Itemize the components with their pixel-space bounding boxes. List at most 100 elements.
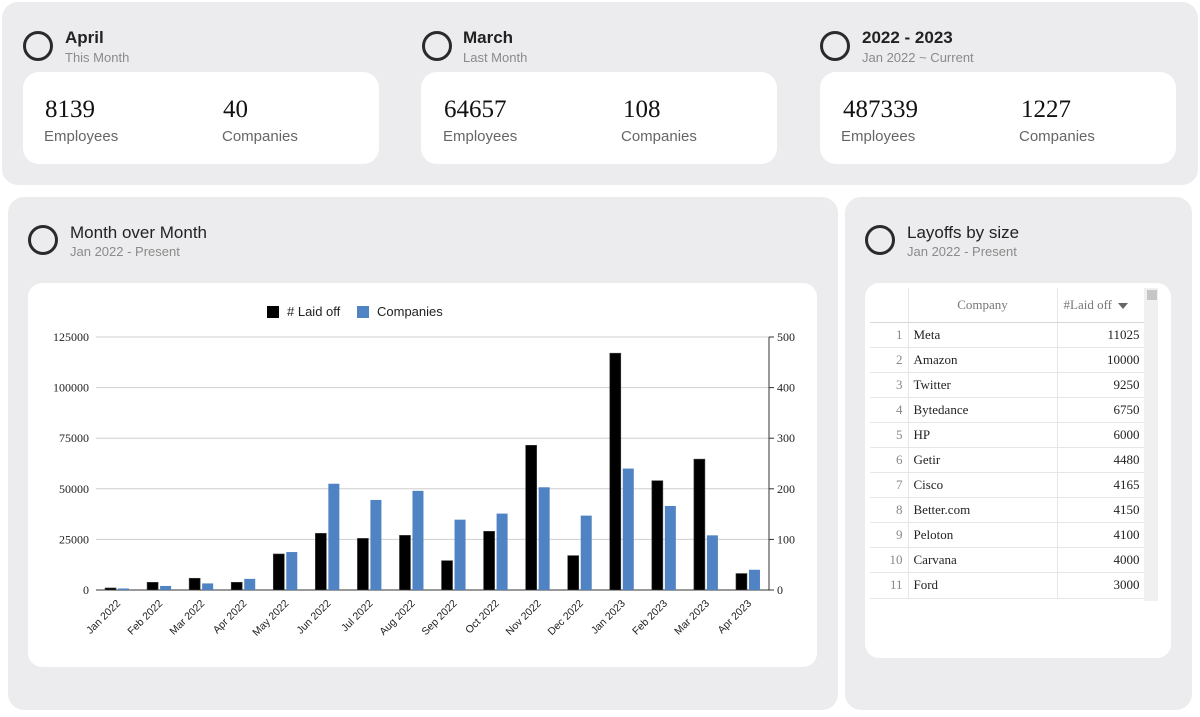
x-tick-label: Sep 2022 <box>419 598 459 638</box>
row-company: Amazon <box>908 347 1058 373</box>
year-companies-label: Companies <box>1019 128 1095 145</box>
table-row[interactable]: 1 Meta 11025 <box>870 322 1145 348</box>
x-tick-label: Apr 2022 <box>211 598 250 637</box>
year-title: 2022 - 2023 <box>862 28 953 47</box>
march-title: March <box>463 28 514 47</box>
y-left-tick-label: 50000 <box>59 482 89 496</box>
table-row[interactable]: 5 HP 6000 <box>870 422 1145 448</box>
row-laid-off: 6000 <box>1057 422 1145 448</box>
row-laid-off: 11025 <box>1057 322 1145 348</box>
companies-bar <box>370 499 382 590</box>
march-employees-value: 64657 <box>444 96 507 123</box>
table-scrollbar-thumb[interactable] <box>1147 290 1157 300</box>
size-table-card: Company #Laid off 1 Meta 11025 2 Amazon 10000… <box>865 283 1171 658</box>
index-column-header <box>870 288 909 323</box>
row-laid-off: 4150 <box>1057 497 1145 524</box>
row-laid-off: 4100 <box>1057 522 1145 549</box>
row-company: Cisco <box>908 472 1058 499</box>
table-row[interactable]: 3 Twitter 9250 <box>870 372 1145 398</box>
table-row[interactable]: 10 Carvana 4000 <box>870 547 1145 574</box>
row-index: 2 <box>870 347 909 373</box>
row-company: HP <box>908 422 1058 448</box>
row-laid-off: 6750 <box>1057 397 1145 423</box>
march-companies-label: Companies <box>621 128 697 145</box>
year-employees-value: 487339 <box>843 96 918 123</box>
march-card <box>421 72 777 164</box>
year-circle-icon <box>820 31 850 61</box>
legend-companies-swatch <box>357 306 369 318</box>
row-company: Getir <box>908 447 1058 474</box>
laid-off-bar <box>693 458 706 591</box>
x-tick-label: Jan 2023 <box>589 598 628 637</box>
companies-bar <box>202 583 214 590</box>
companies-bar <box>118 588 130 590</box>
x-tick-label: Oct 2022 <box>463 598 502 637</box>
size-title: Layoffs by size <box>907 223 1020 242</box>
companies-bar <box>454 519 466 590</box>
row-company: Twitter <box>908 372 1058 398</box>
row-laid-off: 9250 <box>1057 372 1145 398</box>
size-circle-icon <box>865 225 895 255</box>
size-subtitle: Jan 2022 - Present <box>907 244 1017 259</box>
year-subtitle: Jan 2022 ~ Current <box>862 50 974 65</box>
table-row[interactable]: 2 Amazon 10000 <box>870 347 1145 373</box>
year-card <box>820 72 1176 164</box>
laid-off-bar <box>525 444 537 591</box>
laid-off-bar <box>357 538 369 591</box>
x-tick-label: Feb 2023 <box>630 598 670 638</box>
laid-off-bar <box>146 582 159 591</box>
table-row[interactable]: 4 Bytedance 6750 <box>870 397 1145 423</box>
company-column-header[interactable]: Company <box>908 288 1058 323</box>
year-companies-value: 1227 <box>1021 96 1071 123</box>
y-left-tick-label: 0 <box>83 583 89 597</box>
companies-bar <box>748 569 760 590</box>
x-tick-label: Jul 2022 <box>339 598 376 635</box>
march-circle-icon <box>422 31 452 61</box>
x-tick-label: Nov 2022 <box>504 598 544 638</box>
laid-off-bar <box>104 587 117 591</box>
table-row[interactable]: 8 Better.com 4150 <box>870 497 1145 524</box>
laid-off-bar <box>651 480 664 591</box>
row-company: Bytedance <box>908 397 1058 423</box>
y-right-tick-label: 400 <box>777 381 795 395</box>
row-company: Better.com <box>908 497 1058 524</box>
table-row[interactable]: 9 Peloton 4100 <box>870 522 1145 549</box>
row-laid-off: 4480 <box>1057 447 1145 474</box>
april-circle-icon <box>23 31 53 61</box>
laid-off-bar <box>567 555 580 591</box>
y-right-tick-label: 100 <box>777 532 795 546</box>
companies-bar <box>286 552 298 590</box>
companies-bar <box>328 483 340 590</box>
x-tick-label: Mar 2022 <box>167 598 207 638</box>
mom-circle-icon <box>28 225 58 255</box>
row-company: Meta <box>908 322 1058 348</box>
table-row[interactable]: 11 Ford 3000 <box>870 572 1145 599</box>
march-subtitle: Last Month <box>463 50 528 65</box>
legend-companies-label: Companies <box>377 304 443 319</box>
table-scrollbar[interactable] <box>1144 288 1158 601</box>
companies-bar <box>496 513 508 590</box>
laid-off-bar <box>272 553 285 591</box>
y-right-tick-label: 200 <box>777 482 795 496</box>
laid-off-bar <box>188 577 201 591</box>
table-row[interactable]: 7 Cisco 4165 <box>870 472 1145 499</box>
row-laid-off: 10000 <box>1057 347 1145 373</box>
table-row[interactable]: 6 Getir 4480 <box>870 447 1145 474</box>
laid-off-column-header[interactable]: #Laid off <box>1057 288 1145 323</box>
april-subtitle: This Month <box>65 50 130 65</box>
row-laid-off: 4000 <box>1057 547 1145 574</box>
row-index: 8 <box>870 497 909 524</box>
row-index: 7 <box>870 472 909 499</box>
companies-bar <box>622 468 634 590</box>
companies-bar <box>244 578 256 590</box>
companies-bar <box>412 490 424 590</box>
row-index: 9 <box>870 522 909 549</box>
row-index: 1 <box>870 322 909 348</box>
row-company: Ford <box>908 572 1058 599</box>
laid-off-bar <box>230 582 243 591</box>
legend-laid-off-label: # Laid off <box>287 304 341 319</box>
x-tick-label: Aug 2022 <box>377 598 417 638</box>
row-index: 3 <box>870 372 909 398</box>
laid-off-bar <box>609 352 622 591</box>
y-right-tick-label: 0 <box>777 583 783 597</box>
